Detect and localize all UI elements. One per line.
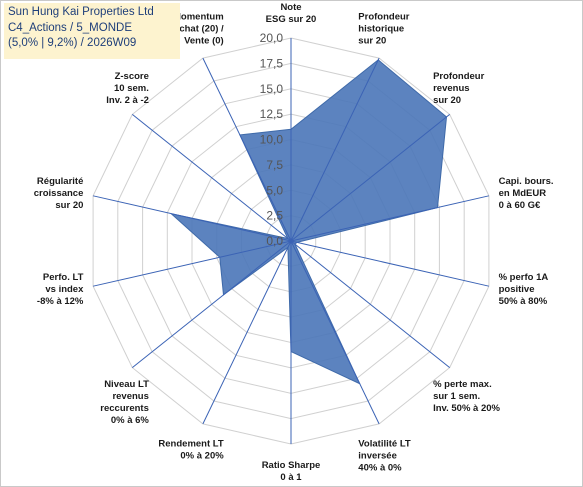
radar-tick-labels: 0,0 2,5 5,0 7,5 10,0 12,5 15,0 17,5 20,0	[260, 31, 284, 248]
axis-label-line: ESG sur 20	[266, 14, 317, 25]
axis-label-line: Momentum	[173, 11, 224, 22]
axis-label-line: % perfo 1A	[499, 272, 549, 283]
axis-label-line: en MdEUR	[499, 188, 547, 199]
tick-label: 15,0	[260, 82, 284, 96]
axis-label-line: Niveau LT	[104, 379, 149, 390]
axis-label-line: sur 20	[358, 35, 386, 46]
radar-axes	[92, 38, 490, 444]
axis-label-line: Vente (0)	[184, 35, 224, 46]
axis-label-line: reccurents	[100, 403, 149, 414]
axis-spoke	[92, 195, 292, 242]
axis-label-line: Ratio Sharpe	[262, 460, 321, 471]
axis-spoke	[290, 114, 451, 242]
axis-label-line: 0 à 60 G€	[499, 200, 541, 211]
axis-label: Z-score 10 sem. Inv. 2 à -2	[106, 71, 149, 106]
axis-spoke	[290, 195, 490, 242]
chart-title-box: Sun Hung Kai Properties Ltd C4_Actions /…	[4, 3, 180, 59]
axis-label-line: historique	[358, 23, 404, 34]
radar-series	[169, 59, 448, 385]
axis-label: Perfo. LT vs index -8% à 12%	[37, 272, 84, 307]
axis-label-line: Régularité	[37, 176, 83, 187]
axis-label: % perte max. sur 1 sem. Inv. 50% à 20%	[433, 379, 500, 414]
axis-spoke	[202, 57, 292, 242]
axis-label-line: positive	[499, 284, 535, 295]
axis-spoke	[131, 240, 292, 368]
axis-label-line: 50% à 80%	[499, 296, 548, 307]
tick-label: 7,5	[266, 158, 283, 172]
axis-label-line: Rendement LT	[158, 439, 223, 450]
axis-label-line: sur 20	[433, 95, 461, 106]
axis-spoke	[290, 240, 380, 425]
axis-label: Profondeur historique sur 20	[358, 11, 409, 46]
axis-spoke	[92, 240, 292, 287]
axis-label-line: Profondeur	[433, 71, 484, 82]
tick-label: 5,0	[266, 183, 283, 197]
axis-label-line: inversée	[358, 451, 397, 462]
axis-spoke	[290, 57, 380, 242]
axis-label-line: % perte max.	[433, 379, 492, 390]
tick-label: 12,5	[260, 107, 284, 121]
axis-spoke	[131, 114, 292, 242]
axis-label: Rendement LT 0% à 20%	[158, 439, 224, 462]
axis-label: Niveau LT revenus reccurents 0% à 6%	[100, 379, 149, 426]
axis-label-line: sur 20	[55, 200, 83, 211]
axis-label-line: Profondeur	[358, 11, 409, 22]
tick-label: 0,0	[266, 234, 283, 248]
axis-label: Régularité croissance sur 20	[34, 176, 84, 211]
series-area	[169, 59, 448, 385]
title-line-category: C4_Actions / 5_MONDE	[8, 21, 132, 34]
axis-label: Capi. bours. en MdEUR 0 à 60 G€	[499, 176, 554, 211]
axis-label-line: sur 1 sem.	[433, 391, 480, 402]
axis-label-line: revenus	[433, 83, 469, 94]
axis-label: % perfo 1A positive 50% à 80%	[499, 272, 549, 307]
axis-spoke	[290, 240, 490, 287]
axis-label-line: 10 sem.	[114, 83, 149, 94]
tick-label: 17,5	[260, 56, 284, 70]
axis-label-line: Inv. 2 à -2	[106, 95, 149, 106]
title-line-period: (5,0% | 9,2%) / 2026W09	[8, 37, 137, 49]
axis-label: Ratio Sharpe 0 à 1	[262, 460, 321, 483]
title-line-company: Sun Hung Kai Properties Ltd	[8, 6, 154, 18]
axis-label-line: Perfo. LT	[43, 272, 84, 283]
axis-label-line: 40% à 0%	[358, 463, 402, 474]
axis-label-line: Volatilité LT	[358, 439, 411, 450]
tick-label: 2,5	[266, 209, 283, 223]
axis-label-line: croissance	[34, 188, 84, 199]
axis-label-line: Achat (20) /	[172, 23, 224, 34]
tick-label: 10,0	[260, 133, 284, 147]
axis-label-line: Capi. bours.	[499, 176, 554, 187]
axis-label-line: 0 à 1	[280, 472, 302, 483]
axis-label: Volatilité LT inversée 40% à 0%	[358, 439, 411, 474]
axis-label-line: Z-score	[115, 71, 149, 82]
axis-label: Note ESG sur 20	[266, 2, 317, 25]
axis-label-line: 0% à 20%	[180, 451, 224, 462]
axis-label: Momentum Achat (20) / Vente (0)	[172, 11, 224, 46]
tick-label: 20,0	[260, 31, 284, 45]
axis-label-line: vs index	[45, 284, 84, 295]
axis-label-line: -8% à 12%	[37, 296, 84, 307]
axis-label-line: Inv. 50% à 20%	[433, 403, 500, 414]
axis-label-line: revenus	[112, 391, 148, 402]
axis-label: Profondeur revenus sur 20	[433, 71, 484, 106]
axis-label-line: Note	[280, 2, 301, 13]
radar-axis-labels: Note ESG sur 20 Profondeur historique sur 20…	[34, 2, 554, 483]
axis-spoke	[290, 240, 451, 368]
axis-label-line: 0% à 6%	[111, 415, 150, 426]
axis-spoke	[202, 240, 292, 425]
